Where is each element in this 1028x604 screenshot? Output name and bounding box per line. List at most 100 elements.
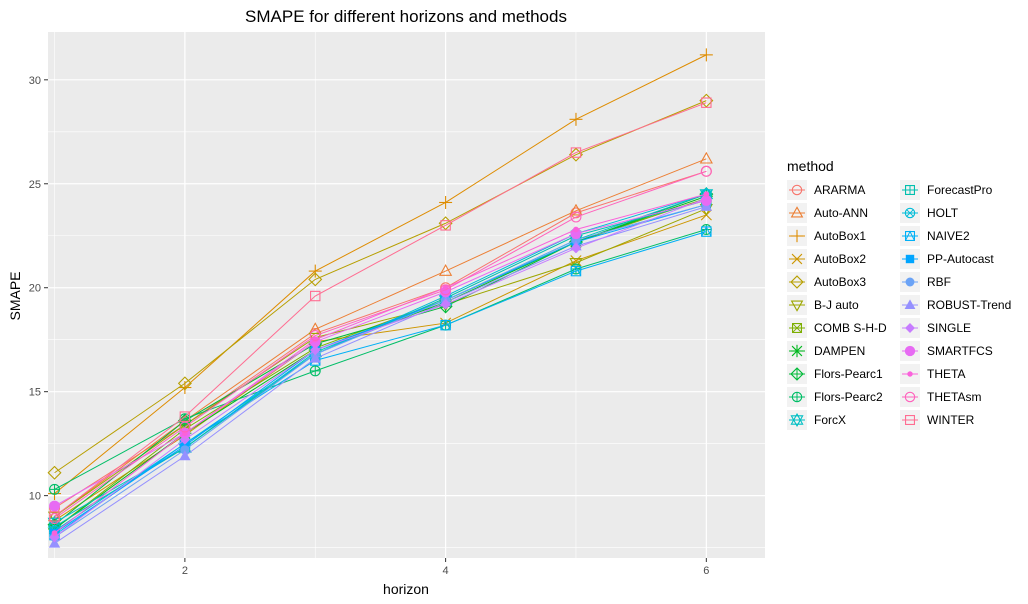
data-point-b-j-auto: [569, 258, 583, 270]
data-point-theta: [51, 530, 58, 536]
data-point-naive2: [701, 225, 712, 237]
legend-label: COMB S-H-D: [814, 321, 887, 335]
legend-label: NAIVE2: [927, 229, 970, 243]
legend-item-autobox1: AutoBox1: [787, 226, 866, 246]
legend-key-marker: [907, 371, 913, 377]
series-layer: [47, 48, 714, 548]
legend-item-flors-pearc2: Flors-Pearc2: [787, 387, 883, 407]
data-point-thetasm: [309, 330, 321, 342]
legend-key-marker: [904, 207, 916, 219]
legend-label: ARARMA: [814, 183, 865, 197]
legend-label: RBF: [927, 275, 951, 289]
legend-key-marker: [791, 184, 803, 196]
x-tick-label: 6: [703, 565, 709, 577]
legend-item-smartfcs: SMARTFCS: [900, 341, 993, 361]
legend-title: method: [787, 158, 834, 174]
legend-label: AutoBox1: [814, 229, 866, 243]
legend-key-marker: [904, 391, 916, 403]
legend-key-marker: [904, 345, 916, 357]
data-point-auto-ann: [438, 263, 453, 276]
legend-label: ForcX: [814, 413, 846, 427]
series-line-ararma: [54, 170, 707, 509]
series-theta: [51, 191, 710, 536]
series-line-autobox3: [54, 100, 707, 474]
legend-key-marker: [905, 254, 915, 264]
legend-key-marker: [905, 277, 915, 287]
data-point-autobox3: [47, 465, 62, 480]
data-point-robust-trend: [179, 450, 191, 461]
legend-label: PP-Autocast: [927, 252, 994, 266]
y-tick-label: 30: [29, 75, 41, 87]
series-line-pp-autocast: [54, 204, 707, 534]
legend-label: THETAsm: [927, 390, 981, 404]
data-point-winter: [310, 290, 321, 302]
data-point-auto-ann: [699, 151, 713, 164]
data-point-single: [570, 243, 582, 254]
legend-item-holt: HOLT: [900, 203, 959, 223]
legend-item-rbf: RBF: [900, 272, 951, 292]
legend-label: SINGLE: [927, 321, 971, 335]
data-point-autobox1: [308, 264, 322, 278]
legend-item-ararma: ARARMA: [787, 180, 865, 200]
legend-item-b-j-auto: B-J auto: [787, 295, 859, 315]
legend-label: WINTER: [927, 413, 975, 427]
legend-key-marker: [790, 300, 804, 312]
legend-item-auto-ann: Auto-ANN: [787, 203, 868, 223]
data-point-winter: [440, 220, 451, 231]
y-tick-label: 10: [29, 491, 41, 503]
legend-item-forecastpro: ForecastPro: [900, 180, 993, 200]
data-point-thetasm: [440, 284, 452, 296]
axes: 2 4 6 10 15 20 25 30: [29, 75, 710, 577]
series-single: [49, 193, 712, 543]
legend-key-marker: [904, 299, 916, 309]
legend-label: SMARTFCS: [927, 344, 993, 358]
legend-key-marker: [790, 275, 804, 289]
series-line-forecastpro: [54, 199, 707, 528]
legend: ARARMA Auto-ANN AutoBox1 AutoBox2 AutoBox3 B-…: [787, 180, 1011, 430]
legend-key-marker: [790, 412, 804, 428]
data-point-robust-trend: [48, 537, 61, 548]
data-point-thetasm: [570, 211, 582, 223]
data-point-robust-trend: [309, 352, 321, 363]
legend-item-single: SINGLE: [900, 318, 971, 338]
legend-key-marker: [791, 253, 803, 265]
legend-key-marker: [790, 367, 804, 381]
legend-item-autobox2: AutoBox2: [787, 249, 866, 269]
series-line-naive2: [54, 231, 707, 536]
data-point-winter: [570, 147, 582, 158]
data-point-autobox3: [308, 272, 323, 287]
legend-item-forcx: ForcX: [787, 410, 846, 430]
legend-key-marker: [905, 323, 915, 333]
y-tick-label: 15: [29, 387, 41, 399]
y-axis-title: SMAPE: [7, 271, 23, 320]
legend-item-autobox3: AutoBox3: [787, 272, 866, 292]
data-point-naive2: [570, 265, 582, 277]
legend-label: ROBUST-Trend: [927, 298, 1011, 312]
legend-label: Flors-Pearc1: [814, 367, 883, 381]
series-line-single: [54, 197, 707, 538]
legend-key-marker: [792, 323, 802, 333]
data-point-theta: [703, 191, 710, 198]
legend-key-marker: [790, 229, 804, 243]
data-point-autobox1: [569, 112, 583, 126]
legend-label: THETA: [927, 367, 965, 381]
legend-key-marker: [791, 391, 803, 403]
legend-label: HOLT: [927, 206, 959, 220]
data-point-rbf: [180, 445, 190, 455]
data-point-winter: [701, 97, 712, 108]
legend-label: DAMPEN: [814, 344, 865, 358]
series-line-winter: [54, 102, 707, 517]
data-point-naive2: [440, 319, 451, 331]
chart-title: SMAPE for different horizons and methods: [245, 7, 567, 26]
legend-key-marker: [905, 185, 915, 195]
data-point-auto-ann: [569, 203, 583, 216]
series-line-auto-ann: [54, 158, 707, 517]
data-point-autobox1: [439, 195, 453, 209]
legend-key-marker: [790, 206, 804, 218]
data-point-theta: [573, 226, 579, 233]
data-point-winter: [179, 411, 191, 422]
y-tick-label: 20: [29, 283, 41, 295]
legend-key-marker: [905, 230, 915, 241]
